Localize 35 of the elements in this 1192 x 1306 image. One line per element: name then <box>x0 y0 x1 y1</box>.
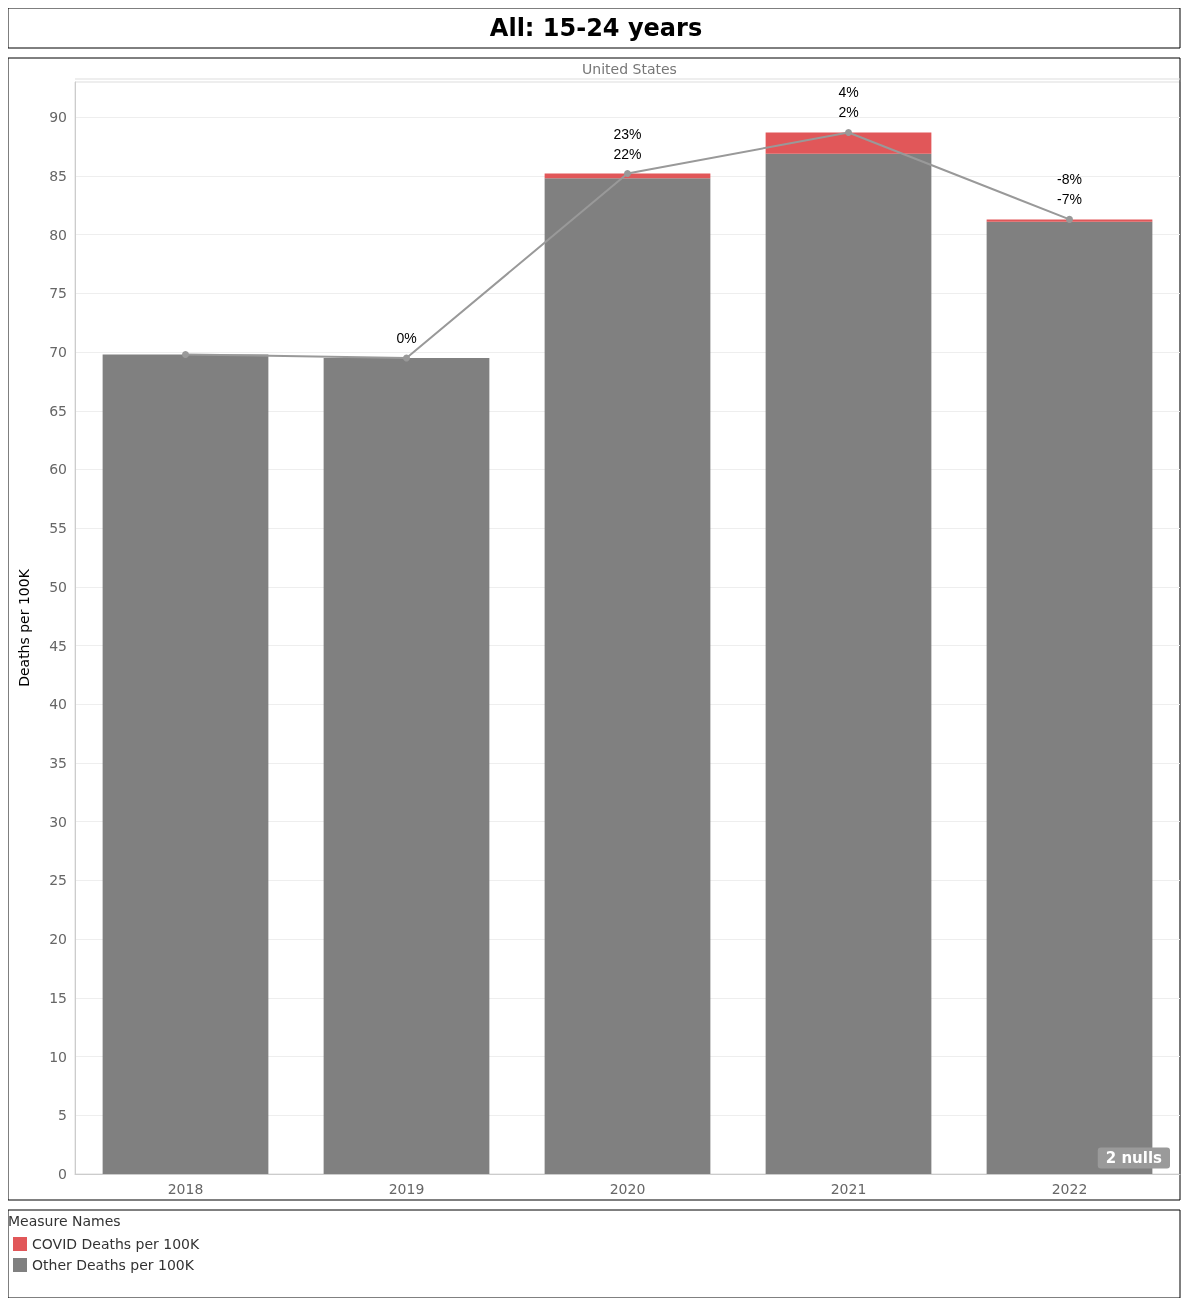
chart-title: All: 15-24 years <box>489 14 703 42</box>
y-tick-label: 50 <box>49 578 67 595</box>
y-tick-label: 75 <box>49 285 67 302</box>
y-tick-label: 10 <box>49 1048 67 1065</box>
y-axis-title: Deaths per 100K <box>16 568 32 687</box>
x-tick-label: 2022 <box>1051 1181 1088 1197</box>
y-tick-label: 5 <box>58 1107 67 1124</box>
legend-label: COVID Deaths per 100K <box>32 1236 200 1252</box>
annotation: 4% 2% <box>838 84 859 121</box>
y-tick-label: 0 <box>58 1166 67 1182</box>
y-tick-label: 40 <box>49 696 67 713</box>
y-tick-label: 60 <box>49 461 67 478</box>
x-tick-label: 2019 <box>388 1181 425 1197</box>
legend-title: Measure Names <box>8 1213 121 1229</box>
chart-subtitle: United States <box>582 61 677 77</box>
y-tick-label: 15 <box>49 989 67 1006</box>
x-tick-label: 2020 <box>609 1181 646 1197</box>
y-tick-label: 70 <box>49 344 67 361</box>
legend-label: Other Deaths per 100K <box>32 1257 195 1273</box>
y-tick-label: 65 <box>49 402 67 419</box>
y-tick-label: 55 <box>49 520 67 537</box>
annotation: 23% 22% <box>613 125 642 162</box>
x-tick-label: 2021 <box>830 1181 867 1197</box>
annotation: 0% <box>396 329 417 346</box>
y-tick-label: 80 <box>49 226 67 243</box>
y-tick-label: 45 <box>49 637 67 654</box>
y-tick-label: 30 <box>49 813 67 830</box>
y-tick-label: 90 <box>49 109 67 126</box>
annotation: 2 nulls <box>1105 1149 1163 1167</box>
y-tick-label: 20 <box>49 931 67 948</box>
annotation: -8% -7% <box>1057 171 1082 208</box>
y-tick-label: 25 <box>49 872 67 889</box>
y-tick-label: 35 <box>49 755 67 772</box>
y-tick-label: 85 <box>49 167 67 184</box>
x-tick-label: 2018 <box>167 1181 204 1197</box>
